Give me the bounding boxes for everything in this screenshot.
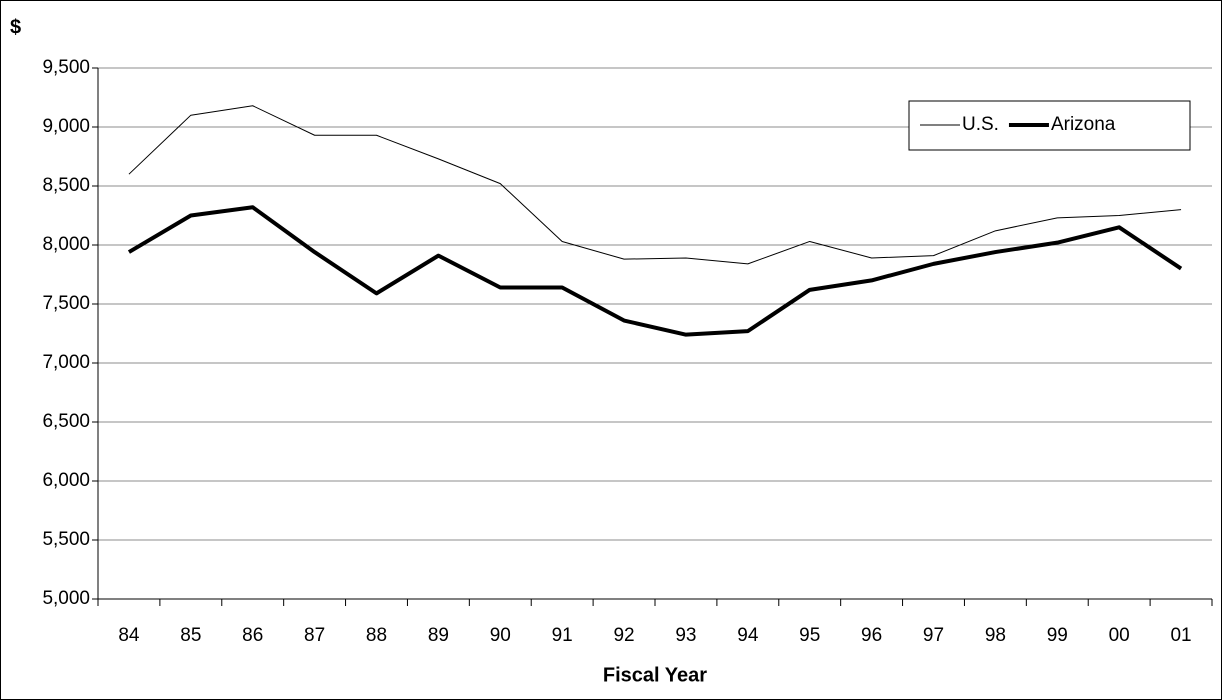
y-tick-label: 6,000 xyxy=(42,470,90,491)
x-tick-label: 95 xyxy=(799,625,820,646)
legend-label: Arizona xyxy=(1051,114,1116,135)
y-tick-label: 5,500 xyxy=(42,529,90,550)
x-tick-label: 87 xyxy=(304,625,325,646)
series-line xyxy=(127,205,1183,337)
x-tick-label: 89 xyxy=(428,625,449,646)
x-tick-label: 91 xyxy=(552,625,573,646)
x-tick-label: 98 xyxy=(985,625,1006,646)
x-axis-label: Fiscal Year xyxy=(603,664,707,686)
legend-label: U.S. xyxy=(962,114,999,135)
x-tick-label: 01 xyxy=(1170,625,1191,646)
x-tick-label: 88 xyxy=(366,625,387,646)
x-tick-label: 93 xyxy=(675,625,696,646)
x-tick-label: 94 xyxy=(737,625,759,646)
y-tick-label: 7,500 xyxy=(42,293,90,314)
x-tick-label: 99 xyxy=(1047,625,1068,646)
x-tick-label: 90 xyxy=(490,625,511,646)
x-tick-label: 00 xyxy=(1109,625,1130,646)
y-tick-label: 9,000 xyxy=(42,116,90,137)
x-tick-label: 84 xyxy=(118,625,140,646)
y-tick-label: 8,000 xyxy=(42,234,90,255)
y-tick-label: 9,500 xyxy=(42,57,90,78)
x-tick-label: 92 xyxy=(613,625,634,646)
y-tick-label: 7,000 xyxy=(42,352,90,373)
y-axis-label: $ xyxy=(10,16,21,38)
y-tick-label: 8,500 xyxy=(42,175,90,196)
x-tick-label: 85 xyxy=(180,625,201,646)
x-tick-label: 86 xyxy=(242,625,263,646)
x-tick-label: 96 xyxy=(861,625,882,646)
legend: U.S. Arizona xyxy=(908,100,1191,151)
y-tick-label: 5,000 xyxy=(42,588,90,609)
x-tick-label: 97 xyxy=(923,625,944,646)
y-tick-label: 6,500 xyxy=(42,411,90,432)
series-line xyxy=(128,105,1182,265)
